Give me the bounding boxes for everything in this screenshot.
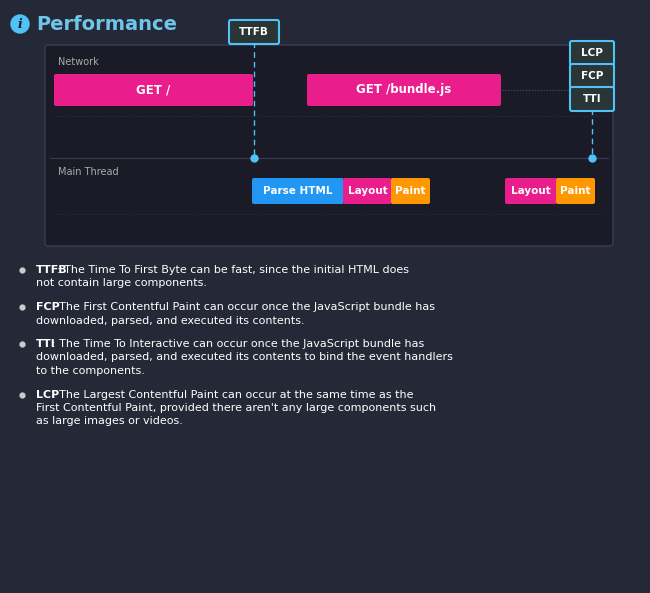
Text: First Contentful Paint, provided there aren't any large components such: First Contentful Paint, provided there a… xyxy=(36,403,436,413)
FancyBboxPatch shape xyxy=(505,178,557,204)
FancyBboxPatch shape xyxy=(229,20,279,44)
FancyBboxPatch shape xyxy=(570,64,614,88)
Text: Layout: Layout xyxy=(511,186,551,196)
Text: GET /: GET / xyxy=(136,84,170,97)
Text: : The First Contentful Paint can occur once the JavaScript bundle has: : The First Contentful Paint can occur o… xyxy=(51,302,435,312)
Text: Paint: Paint xyxy=(395,186,426,196)
Text: i: i xyxy=(18,18,22,30)
Text: FCP: FCP xyxy=(581,71,603,81)
Text: Performance: Performance xyxy=(36,14,177,33)
FancyBboxPatch shape xyxy=(307,74,501,106)
FancyBboxPatch shape xyxy=(391,178,430,204)
FancyBboxPatch shape xyxy=(570,41,614,65)
Text: downloaded, parsed, and executed its contents.: downloaded, parsed, and executed its con… xyxy=(36,315,305,326)
Text: downloaded, parsed, and executed its contents to bind the event handlers: downloaded, parsed, and executed its con… xyxy=(36,352,453,362)
FancyBboxPatch shape xyxy=(570,87,614,111)
Text: LCP: LCP xyxy=(36,390,59,400)
FancyBboxPatch shape xyxy=(252,178,344,204)
Text: : The Largest Contentful Paint can occur at the same time as the: : The Largest Contentful Paint can occur… xyxy=(51,390,413,400)
Text: Paint: Paint xyxy=(560,186,591,196)
Circle shape xyxy=(11,15,29,33)
Text: Parse HTML: Parse HTML xyxy=(263,186,333,196)
Text: Layout: Layout xyxy=(348,186,387,196)
Text: GET /bundle.js: GET /bundle.js xyxy=(356,84,452,97)
Text: LCP: LCP xyxy=(581,48,603,58)
Text: TTI: TTI xyxy=(582,94,601,104)
Text: TTI: TTI xyxy=(36,339,56,349)
Text: TTFB: TTFB xyxy=(239,27,269,37)
Text: as large images or videos.: as large images or videos. xyxy=(36,416,183,426)
FancyBboxPatch shape xyxy=(54,74,253,106)
FancyBboxPatch shape xyxy=(343,178,392,204)
Text: FCP: FCP xyxy=(36,302,60,312)
Text: Network: Network xyxy=(58,57,99,67)
Text: : The Time To Interactive can occur once the JavaScript bundle has: : The Time To Interactive can occur once… xyxy=(51,339,424,349)
FancyBboxPatch shape xyxy=(45,45,613,246)
Text: to the components.: to the components. xyxy=(36,366,145,376)
FancyBboxPatch shape xyxy=(556,178,595,204)
Text: TTFB: TTFB xyxy=(36,265,68,275)
Text: : The Time To First Byte can be fast, since the initial HTML does: : The Time To First Byte can be fast, si… xyxy=(57,265,409,275)
Text: not contain large components.: not contain large components. xyxy=(36,279,207,289)
Text: Main Thread: Main Thread xyxy=(58,167,118,177)
